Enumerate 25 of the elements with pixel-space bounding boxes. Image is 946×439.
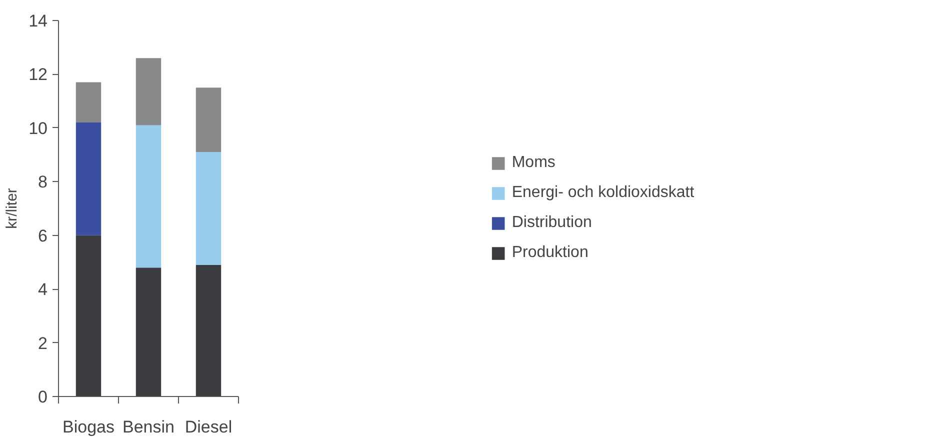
y-tick-label: 8 (38, 172, 48, 192)
y-tick-label: 2 (38, 334, 48, 353)
bar (136, 268, 162, 396)
y-tick-label: 14 (28, 12, 48, 30)
bar (136, 125, 162, 268)
bar (76, 235, 102, 396)
bar (196, 88, 222, 152)
bar (196, 152, 222, 265)
y-tick-label: 10 (28, 118, 48, 138)
bar (196, 264, 222, 396)
y-tick-label: 0 (38, 388, 48, 406)
y-tick-label: 6 (38, 226, 48, 246)
legend-label: Distribution (512, 214, 592, 232)
x-tick-label: Biogas (62, 418, 114, 436)
bar (76, 82, 102, 123)
legend-label: Energi- och koldioxidskatt (512, 184, 694, 202)
legend-label: Moms (512, 154, 556, 172)
y-axis-title: kr/liter (4, 188, 21, 229)
y-tick-label: 4 (38, 280, 48, 300)
bar (136, 58, 162, 126)
bar (76, 122, 102, 236)
x-tick-label: Diesel (184, 418, 232, 436)
legend-label: Produktion (512, 244, 588, 262)
y-tick-label: 12 (28, 65, 48, 84)
x-tick-label: Bensin (122, 418, 174, 436)
